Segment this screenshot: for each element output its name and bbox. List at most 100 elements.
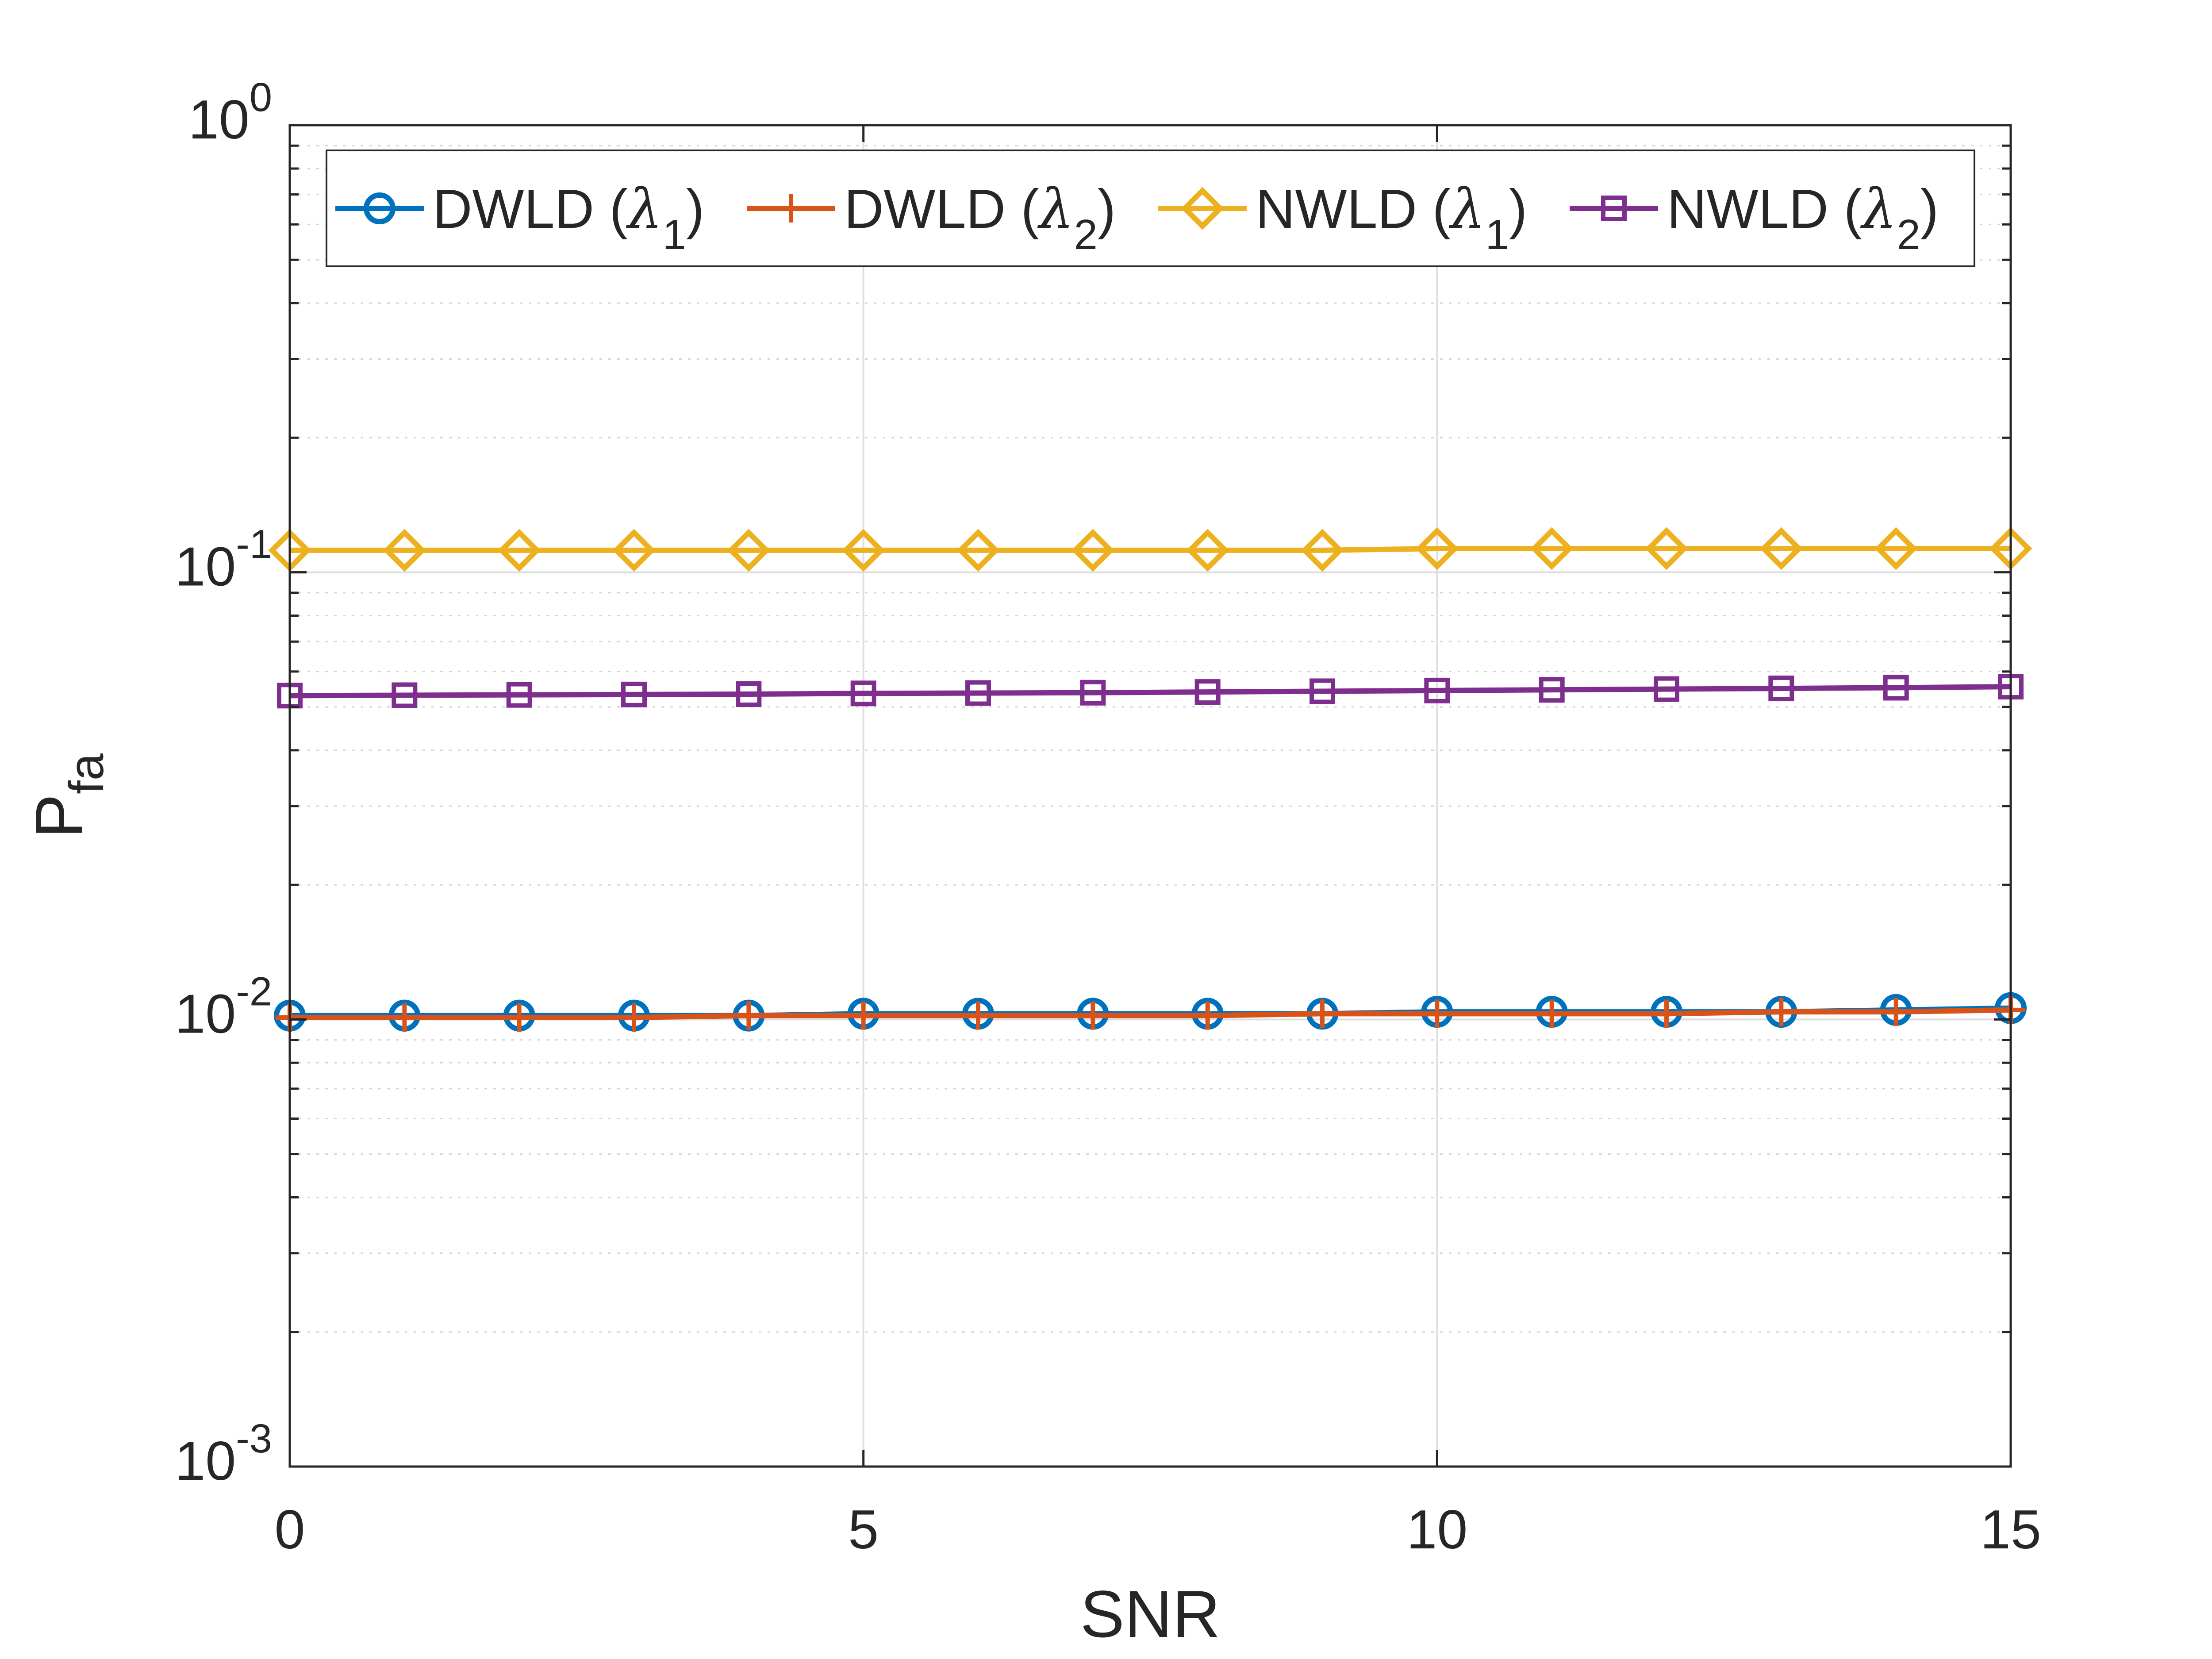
plus-marker	[390, 1003, 419, 1032]
square-marker	[1601, 196, 1627, 221]
y-tick-label-base: 10	[188, 89, 250, 150]
legend-label-subscript: 1	[1485, 211, 1509, 258]
diamond-marker	[1530, 527, 1574, 570]
plus-marker	[777, 194, 805, 223]
plus-marker	[1767, 998, 1796, 1026]
series-line	[289, 684, 2011, 699]
plus-marker	[964, 1001, 992, 1030]
legend-label-greek: λ	[626, 177, 663, 241]
legend-label-main: DWLD (	[433, 179, 628, 240]
plus-marker	[734, 1001, 763, 1030]
diamond-marker	[383, 529, 426, 572]
y-tick-label-exponent: -3	[236, 1416, 272, 1461]
square-marker	[1768, 676, 1794, 702]
legend-label-subscript: 1	[662, 211, 686, 258]
legend-label-end: )	[1920, 179, 1939, 240]
y-tick-label-base: 10	[175, 1431, 236, 1492]
y-tick-label: 100	[188, 75, 272, 150]
square-marker	[506, 682, 532, 708]
legend-label-greek: λ	[1448, 177, 1486, 241]
plus-marker	[1882, 998, 1910, 1026]
legend-label-end: )	[1509, 179, 1527, 240]
square-marker	[850, 680, 876, 707]
plus-marker	[1193, 1001, 1222, 1030]
square-marker	[736, 681, 762, 707]
diamond-marker	[956, 529, 1000, 572]
plus-marker	[1308, 999, 1336, 1028]
y-tick-label-exponent: 0	[250, 75, 272, 120]
legend: DWLD (λ1) DWLD (λ2) NWLD (λ1) NWLD (λ2)	[326, 150, 1975, 267]
series-4	[277, 674, 2024, 709]
diamond-marker	[1874, 527, 1918, 570]
legend-label-greek: λ	[1037, 177, 1074, 241]
diamond-marker	[1301, 529, 1344, 572]
legend-box	[326, 150, 1975, 267]
diamond-marker	[612, 529, 656, 572]
y-tick-label-exponent: -2	[236, 969, 272, 1014]
square-marker	[965, 680, 991, 706]
square-marker	[392, 682, 418, 708]
x-tick-label: 15	[1980, 1499, 2041, 1560]
y-axis-label-main: P	[22, 794, 96, 838]
legend-entry: DWLD (λ2)	[747, 177, 1116, 258]
diamond-marker	[1759, 527, 1803, 570]
legend-label-main: NWLD (	[1667, 179, 1862, 240]
square-marker	[1310, 678, 1335, 704]
legend-label-end: )	[1098, 179, 1116, 240]
y-tick-label: 10-2	[175, 969, 272, 1045]
y-tick-label-base: 10	[175, 537, 236, 598]
y-tick-label: 10-3	[175, 1416, 272, 1492]
legend-label-end: )	[686, 179, 704, 240]
square-marker	[1080, 680, 1106, 706]
x-tick-label: 0	[275, 1499, 305, 1560]
plot-area	[290, 125, 2011, 1467]
diamond-marker	[1645, 527, 1688, 570]
diamond-marker	[1186, 529, 1229, 572]
square-marker	[1424, 677, 1450, 703]
diamond-marker	[842, 529, 885, 572]
square-marker	[621, 681, 647, 707]
legend-label-subscript: 2	[1074, 211, 1097, 258]
plus-marker	[1079, 1001, 1107, 1030]
legend-label-subscript: 2	[1897, 211, 1920, 258]
plus-marker	[1652, 999, 1681, 1028]
series-line	[290, 546, 2011, 553]
x-tick-label: 5	[848, 1499, 879, 1560]
plus-marker	[1423, 999, 1452, 1028]
series-line	[290, 1007, 2011, 1020]
diamond-marker	[1181, 187, 1224, 230]
diamond-marker	[727, 529, 770, 572]
legend-entry: NWLD (λ1)	[1158, 177, 1527, 258]
square-marker	[1883, 675, 1909, 701]
diamond-marker	[1071, 529, 1114, 572]
square-marker	[1539, 677, 1565, 703]
x-tick-label: 10	[1406, 1499, 1467, 1560]
legend-label: DWLD (λ1)	[433, 177, 704, 258]
y-axis-label: Pfa	[22, 753, 114, 838]
plus-marker	[505, 1003, 534, 1032]
x-axis-label: SNR	[1080, 1577, 1221, 1651]
legend-entry: DWLD (λ1)	[335, 177, 704, 258]
legend-label-main: DWLD (	[844, 179, 1039, 240]
diamond-marker	[498, 529, 541, 572]
y-tick-label: 10-1	[175, 522, 272, 598]
square-marker	[1654, 676, 1679, 702]
axes-box	[288, 124, 2012, 1468]
y-tick-label-exponent: -1	[236, 522, 272, 567]
circle-marker	[364, 192, 396, 224]
legend-entry: NWLD (λ2)	[1570, 177, 1939, 258]
legend-label-greek: λ	[1860, 177, 1897, 241]
y-tick-label-base: 10	[175, 983, 236, 1045]
legend-label: NWLD (λ2)	[1667, 177, 1939, 258]
plus-marker	[1537, 999, 1566, 1028]
plus-marker	[620, 1003, 648, 1032]
diamond-marker	[1415, 527, 1459, 570]
y-axis-label-subscript: fa	[59, 753, 114, 794]
legend-label: NWLD (λ1)	[1256, 177, 1527, 258]
legend-label-main: NWLD (	[1256, 179, 1451, 240]
plus-marker	[849, 1001, 878, 1030]
square-marker	[1194, 679, 1221, 705]
legend-label: DWLD (λ2)	[844, 177, 1116, 258]
